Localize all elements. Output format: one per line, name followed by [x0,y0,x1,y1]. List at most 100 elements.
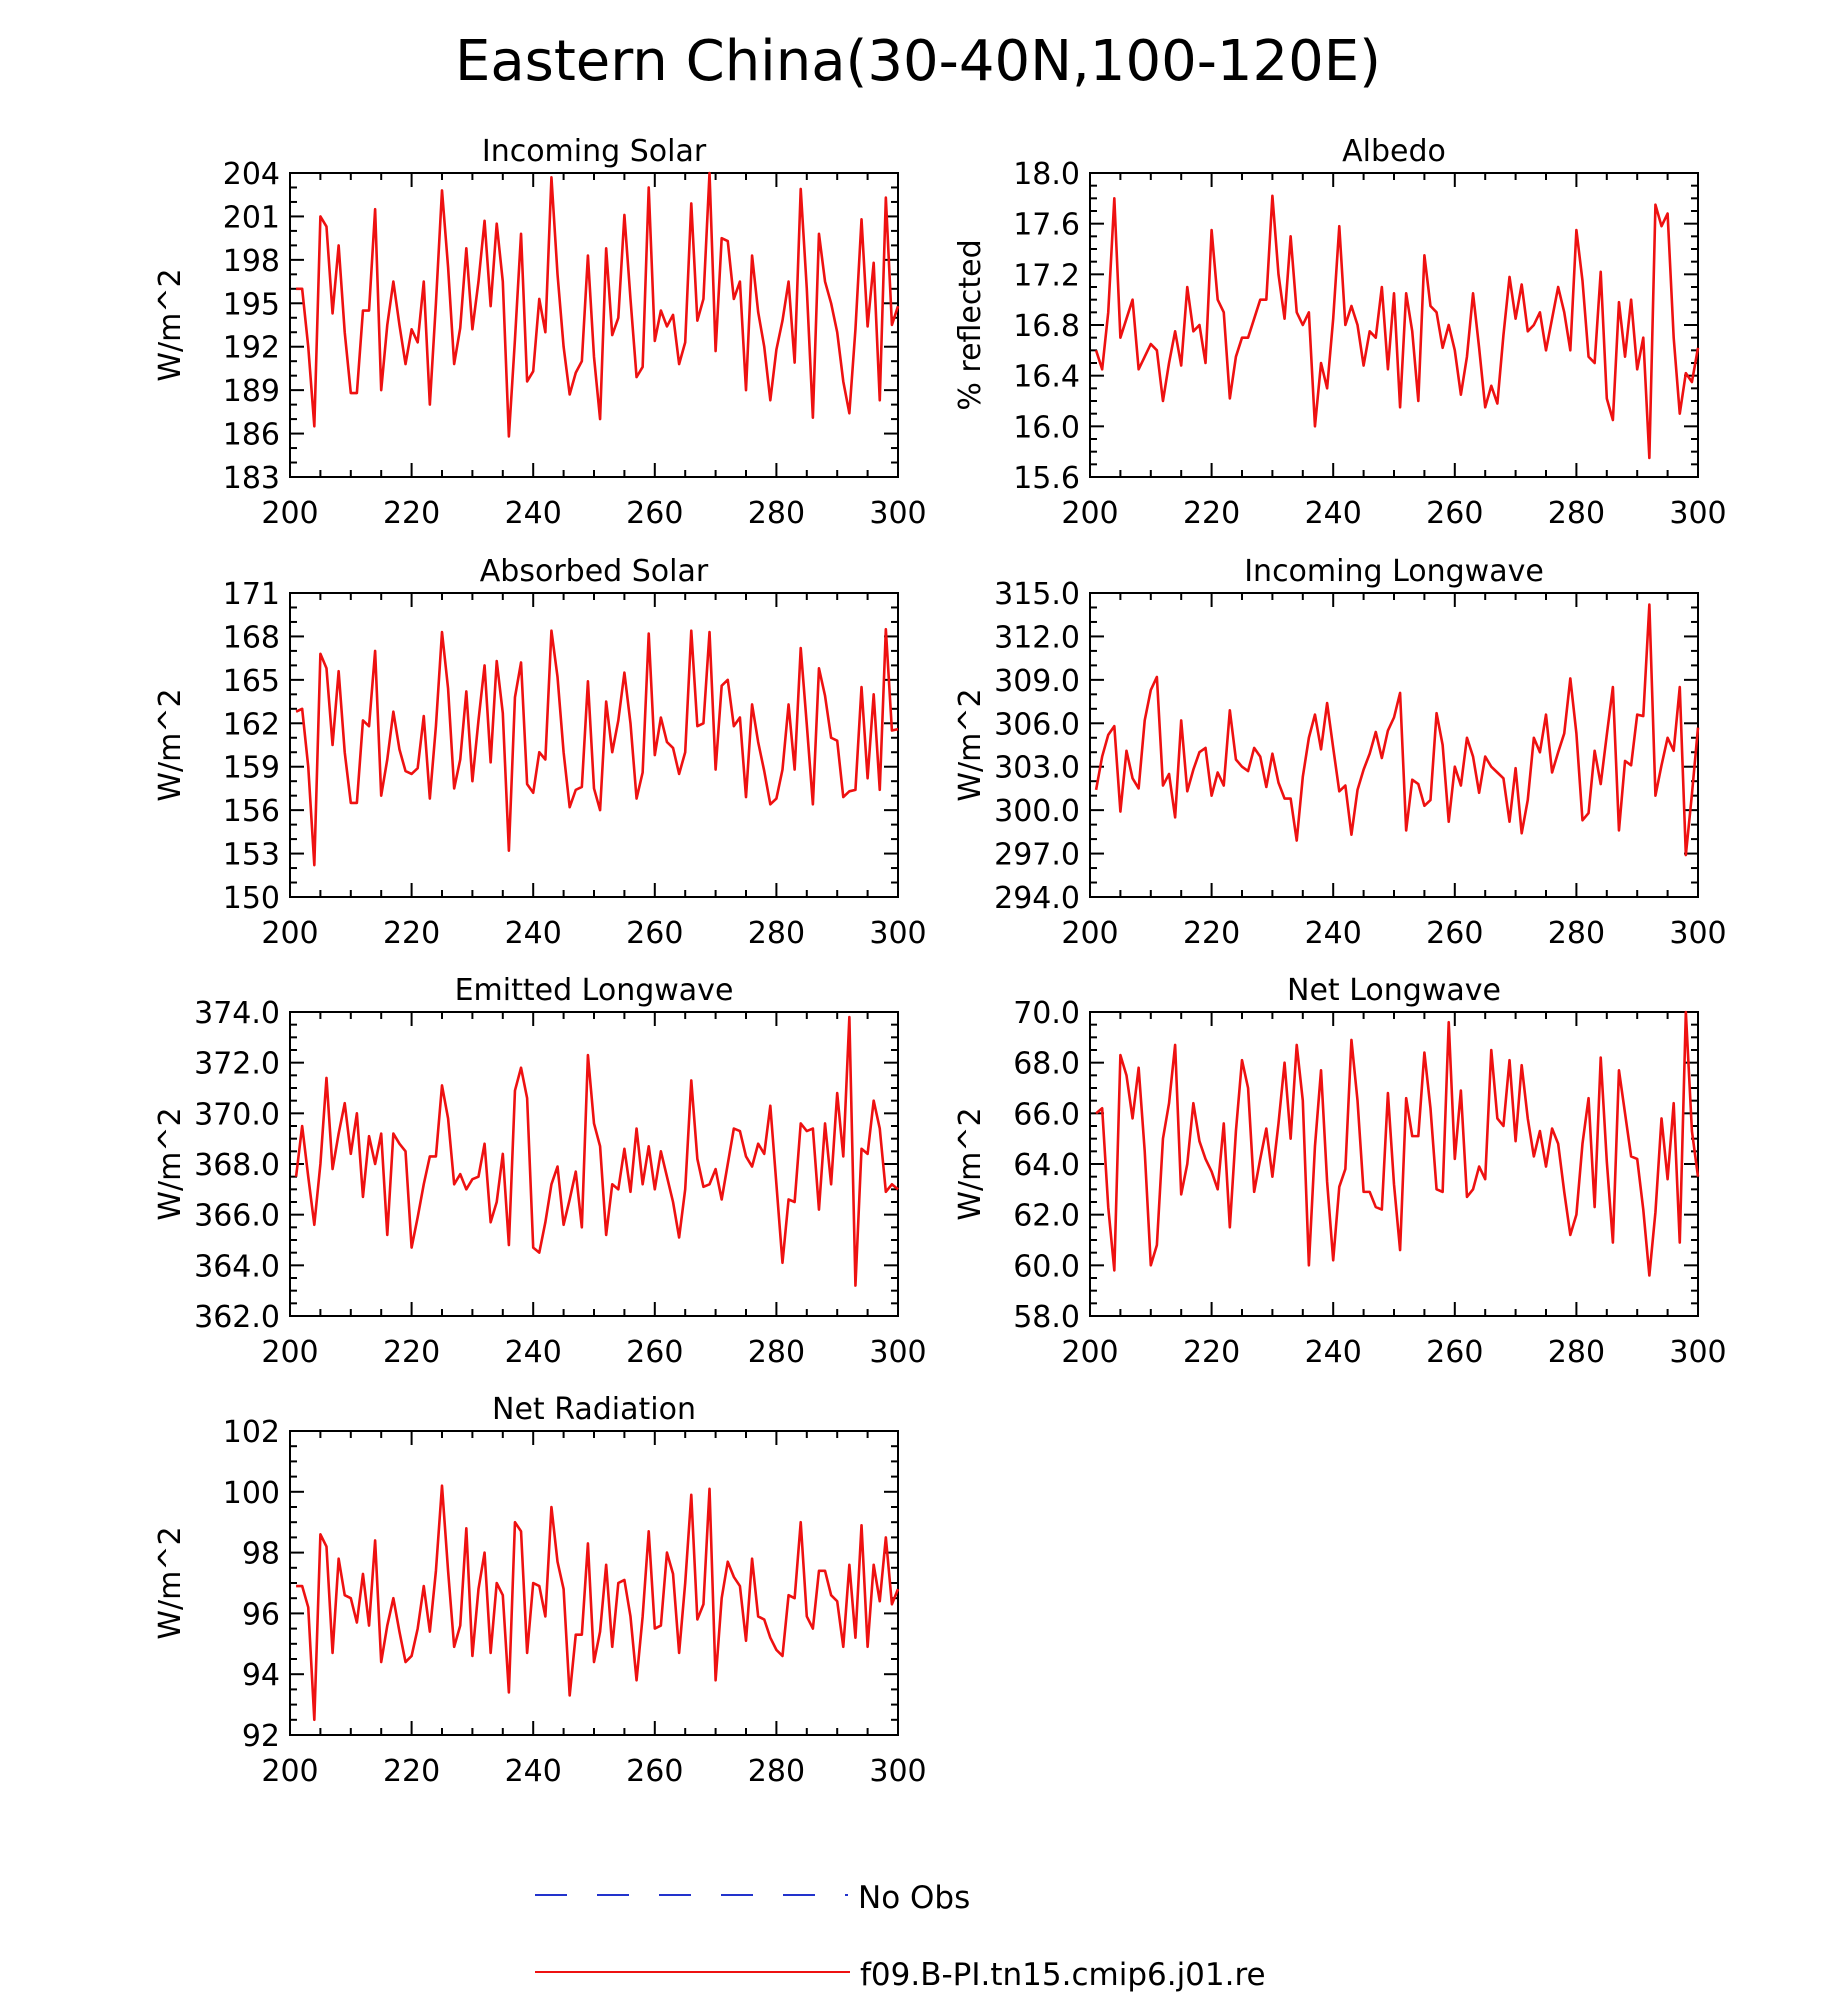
x-tick-label: 220 [383,1335,440,1370]
panel-title: Albedo [1342,134,1446,169]
chart-panel-6: 200 220 240 260 280 300 92 94 96 98 100 102 Net Radi… [153,1392,927,1789]
y-tick-label: 370.0 [194,1097,280,1132]
x-tick-label: 260 [626,496,683,531]
y-tick-label: 374.0 [194,996,280,1031]
y-tick-label: 17.6 [1013,208,1080,243]
panel-title: Absorbed Solar [480,554,709,589]
y-tick-label: 315.0 [994,577,1080,612]
x-tick-label: 200 [1061,916,1118,951]
y-tick-label: 201 [223,200,280,235]
x-tick-label: 240 [505,1754,562,1789]
x-tick-label: 300 [1669,1335,1726,1370]
chart-panel-3: 200 220 240 260 280 300 294.0 297.0 300.0 303.0 30… [953,554,1727,951]
y-tick-label: 98 [242,1537,280,1572]
y-axis-label: W/m^2 [953,1107,988,1220]
y-tick-label: 150 [223,881,280,916]
y-tick-label: 165 [223,664,280,699]
y-tick-label: 198 [223,244,280,279]
y-tick-label: 306.0 [994,707,1080,742]
chart-panel-4: 200 220 240 260 280 300 362.0 364.0 366.0 368.0 37… [153,973,927,1370]
y-tick-label: 189 [223,374,280,409]
legend: No Obs f09.B-PI.tn15.cmip6.j01.re [535,1880,1266,1993]
y-tick-label: 18.0 [1013,157,1080,192]
y-tick-label: 309.0 [994,664,1080,699]
x-tick-label: 220 [383,916,440,951]
y-tick-label: 372.0 [194,1047,280,1082]
plot-frame [289,1011,899,1317]
y-tick-label: 16.0 [1013,410,1080,445]
chart-panels: 200 220 240 260 280 300 183 186 189 192 195 198 201 2… [153,134,1727,1789]
panel-title: Net Radiation [492,1392,696,1427]
y-tick-label: 183 [223,461,280,496]
x-tick-label: 300 [1669,496,1726,531]
y-axis-label: W/m^2 [953,688,988,801]
x-tick-label: 200 [261,496,318,531]
panel-title: Net Longwave [1287,973,1501,1008]
y-tick-label: 62.0 [1013,1199,1080,1234]
y-tick-label: 162 [223,707,280,742]
y-tick-label: 100 [223,1476,280,1511]
series-line [1094,603,1700,857]
plot-frame [289,1430,899,1736]
x-tick-label: 200 [1061,1335,1118,1370]
y-tick-label: 312.0 [994,620,1080,655]
x-tick-label: 220 [1183,916,1240,951]
series-line [294,1015,899,1287]
y-tick-label: 94 [242,1658,280,1693]
chart-panel-0: 200 220 240 260 280 300 183 186 189 192 195 198 201 2… [153,134,927,531]
y-axis-label: W/m^2 [153,688,188,801]
y-tick-label: 171 [223,577,280,612]
x-tick-label: 280 [1548,496,1605,531]
y-tick-label: 192 [223,331,280,366]
series-line [1094,194,1700,460]
y-axis-label: W/m^2 [153,1107,188,1220]
x-tick-label: 200 [261,1754,318,1789]
x-tick-label: 280 [748,1754,805,1789]
x-tick-label: 280 [1548,1335,1605,1370]
panel-title: Emitted Longwave [455,973,734,1008]
y-tick-label: 60.0 [1013,1249,1080,1284]
legend-label-no-obs: No Obs [858,1880,970,1916]
plot-frame [1089,172,1699,478]
y-tick-label: 17.2 [1013,258,1080,293]
y-tick-label: 159 [223,751,280,786]
x-tick-label: 260 [626,916,683,951]
series-line [296,1484,900,1722]
x-tick-label: 220 [1183,1335,1240,1370]
figure-title: Eastern China(30-40N,100-120E) [455,29,1381,94]
x-tick-label: 240 [505,916,562,951]
plot-frame [289,592,899,898]
legend-item-model: f09.B-PI.tn15.cmip6.j01.re [535,1957,1266,1993]
x-tick-label: 260 [1426,1335,1483,1370]
x-tick-label: 240 [1305,916,1362,951]
panel-title: Incoming Longwave [1244,554,1544,589]
x-tick-label: 200 [261,1335,318,1370]
x-tick-label: 200 [261,916,318,951]
y-tick-label: 366.0 [194,1199,280,1234]
series-line [296,171,900,438]
y-tick-label: 70.0 [1013,996,1080,1031]
y-tick-label: 16.4 [1013,360,1080,395]
y-tick-label: 92 [242,1719,280,1754]
x-tick-label: 220 [383,496,440,531]
y-tick-label: 96 [242,1597,280,1632]
legend-item-no-obs: No Obs [535,1880,970,1916]
x-tick-label: 260 [1426,496,1483,531]
y-axis-label: % reflected [953,239,988,410]
y-axis-label: W/m^2 [153,1526,188,1639]
y-tick-label: 64.0 [1013,1148,1080,1183]
y-tick-label: 364.0 [194,1249,280,1284]
y-tick-label: 153 [223,838,280,873]
chart-panel-2: 200 220 240 260 280 300 150 153 156 159 162 165 168 1… [153,554,927,951]
y-tick-label: 297.0 [994,838,1080,873]
y-tick-label: 156 [223,794,280,829]
y-tick-label: 15.6 [1013,461,1080,496]
y-tick-label: 204 [223,157,280,192]
series-line [295,627,899,867]
y-axis-label: W/m^2 [153,268,188,381]
x-tick-label: 240 [505,496,562,531]
x-tick-label: 300 [869,496,926,531]
x-tick-label: 300 [869,916,926,951]
panel-title: Incoming Solar [482,134,707,169]
